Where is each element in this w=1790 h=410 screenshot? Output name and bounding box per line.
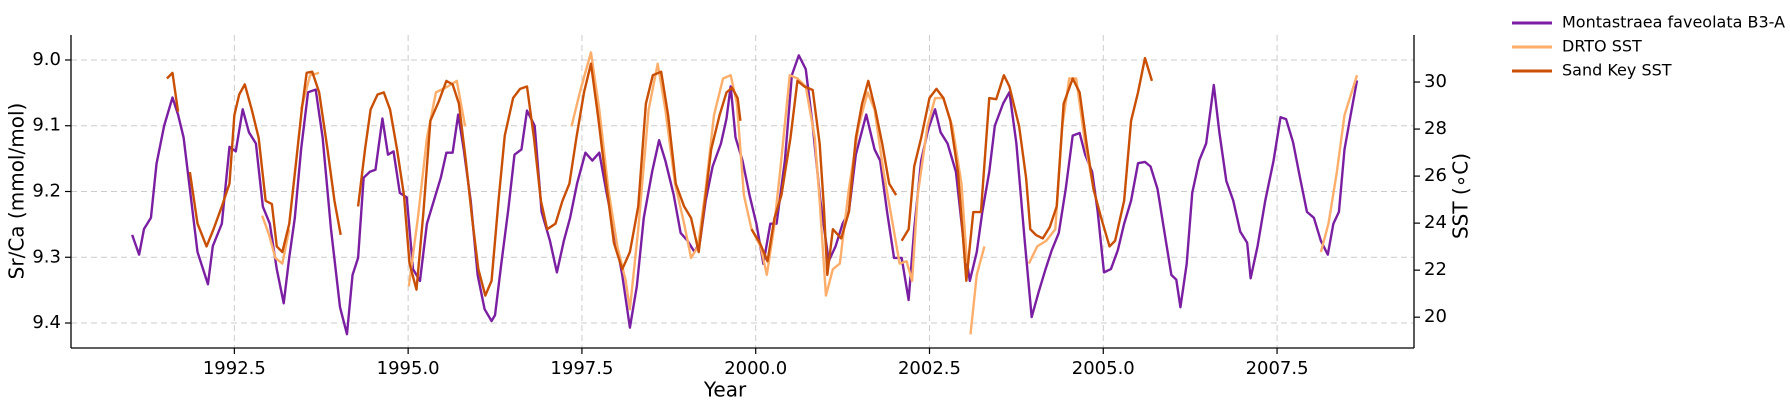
x-tick-label: 2002.5 xyxy=(898,358,961,379)
x-tick-label: 1995.0 xyxy=(377,358,440,379)
y-tick-label: 9.1 xyxy=(32,115,61,136)
x-tick-label: 2000.0 xyxy=(724,358,787,379)
legend-label: DRTO SST xyxy=(1562,37,1642,56)
x-tick-label: 2007.5 xyxy=(1246,358,1309,379)
y2-axis-label: SST (∘C) xyxy=(1449,153,1473,239)
y-tick-label: 9.4 xyxy=(32,312,61,333)
y2-tick-label: 24 xyxy=(1424,212,1447,233)
y2-tick-label: 20 xyxy=(1424,306,1447,327)
legend-label: Montastraea faveolata B3-A xyxy=(1562,13,1785,32)
x-axis-label: Year xyxy=(703,378,747,402)
x-tick-label: 1992.5 xyxy=(203,358,266,379)
legend-label: Sand Key SST xyxy=(1562,61,1672,80)
series-line xyxy=(166,56,1154,297)
y-tick-label: 9.3 xyxy=(32,246,61,267)
y2-tick-label: 26 xyxy=(1424,165,1447,186)
x-tick-label: 1997.5 xyxy=(550,358,613,379)
y2-tick-label: 28 xyxy=(1424,118,1447,139)
y-axis-label: Sr/Ca (mmol/mol) xyxy=(5,103,29,280)
series-line xyxy=(131,54,1359,336)
y-tick-label: 9.0 xyxy=(32,49,61,70)
y2-tick-label: 30 xyxy=(1424,71,1447,92)
x-tick-label: 2005.0 xyxy=(1072,358,1135,379)
y-tick-label: 9.2 xyxy=(32,181,61,202)
y2-tick-label: 22 xyxy=(1424,259,1447,280)
